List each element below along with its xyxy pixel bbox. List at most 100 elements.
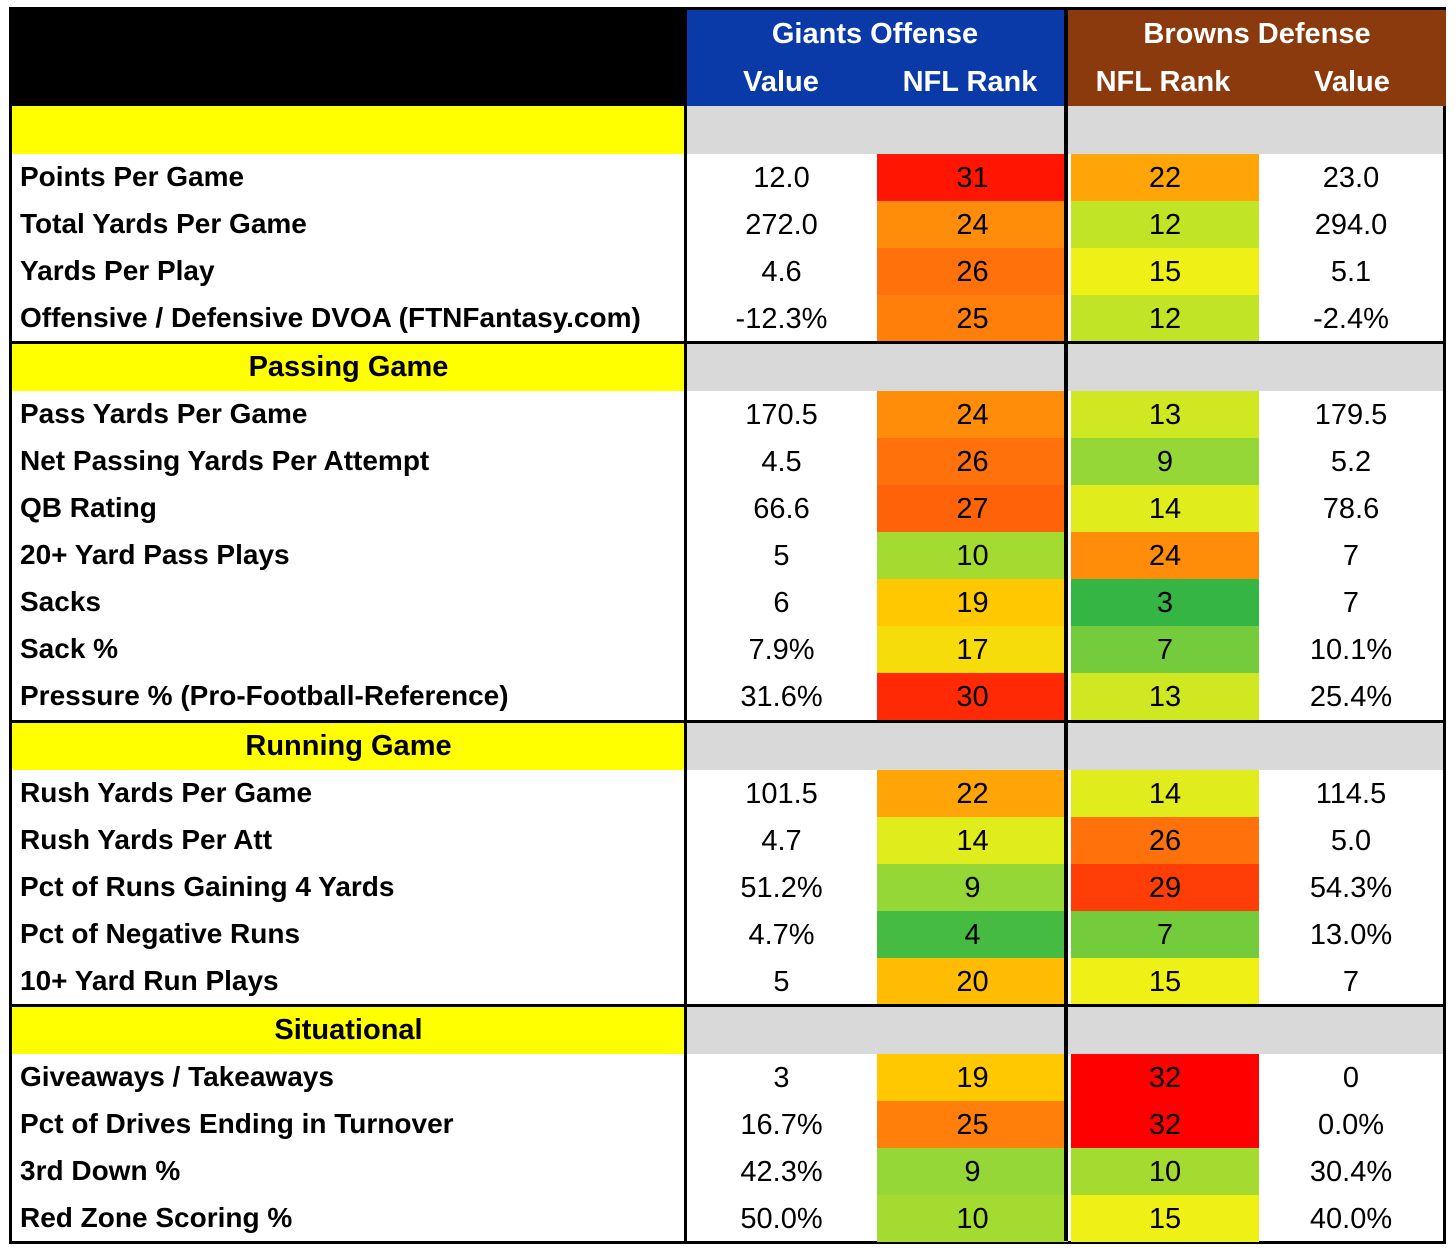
defense-rank: 7	[1071, 911, 1259, 958]
offense-value: 5	[773, 540, 790, 572]
defense-rank: 22	[1071, 154, 1259, 201]
defense-rank: 32	[1071, 1054, 1259, 1101]
offense-rank: 31	[877, 154, 1068, 201]
row-label: Offensive / Defensive DVOA (FTNFantasy.c…	[20, 302, 641, 333]
defense-rank: 29	[1071, 864, 1259, 911]
row-label: Net Passing Yards Per Attempt	[20, 445, 430, 476]
offense-header: Giants Offense Value NFL Rank	[686, 10, 1064, 106]
offense-value: 272.0	[745, 209, 818, 241]
defense-rank: 13	[1071, 391, 1259, 438]
defense-value: 13.0%	[1309, 919, 1393, 951]
defense-value: 54.3%	[1309, 872, 1393, 904]
offense-rank: 27	[877, 485, 1068, 532]
defense-value: 0.0%	[1317, 1109, 1385, 1141]
section-divider	[12, 341, 1443, 344]
defense-rank: 3	[1071, 579, 1259, 626]
offense-value: 51.2%	[740, 872, 823, 904]
defense-rank: 24	[1071, 532, 1259, 579]
section-divider	[12, 720, 1443, 723]
defense-rank: 12	[1071, 295, 1259, 342]
row-label: Sack %	[20, 633, 119, 664]
offense-value: 101.5	[745, 778, 818, 810]
defense-value: 10.1%	[1309, 634, 1393, 666]
offense-rank: 19	[877, 579, 1068, 626]
section-divider	[12, 1004, 1443, 1007]
defense-value: 114.5	[1315, 778, 1387, 810]
section-title	[12, 106, 685, 154]
row-label: Rush Yards Per Game	[20, 777, 313, 808]
offense-rank: 10	[877, 1195, 1068, 1242]
defense-value: 78.6	[1322, 493, 1380, 525]
offense-rank: 24	[877, 391, 1068, 438]
offense-value: 5	[773, 966, 790, 998]
offense-value: 4.7%	[748, 919, 815, 951]
defense-value: 25.4%	[1309, 681, 1393, 713]
header-blank	[12, 10, 685, 106]
row-label: Giveaways / Takeaways	[20, 1061, 334, 1092]
offense-value: -12.3%	[735, 303, 828, 335]
offense-rank: 20	[877, 958, 1068, 1005]
defense-rank: 9	[1071, 438, 1259, 485]
offense-value: 42.3%	[740, 1156, 823, 1188]
row-label: Total Yards Per Game	[20, 208, 307, 239]
defense-value: 7	[1342, 587, 1360, 619]
row-label: Sacks	[20, 586, 101, 617]
divider-label	[684, 10, 687, 1241]
offense-value: 16.7%	[740, 1109, 823, 1141]
defense-rank: 12	[1071, 201, 1259, 248]
defense-rank: 13	[1071, 673, 1259, 720]
row-label: Pct of Runs Gaining 4 Yards	[20, 871, 395, 902]
offense-rank: 24	[877, 201, 1068, 248]
row-label: Red Zone Scoring %	[20, 1202, 293, 1233]
offense-rank: 30	[877, 673, 1068, 720]
row-label: Pass Yards Per Game	[20, 398, 308, 429]
defense-value: 5.2	[1330, 446, 1372, 478]
defense-rank: 15	[1071, 1195, 1259, 1242]
offense-value: 4.7	[761, 825, 802, 857]
defense-value: 7	[1342, 540, 1360, 572]
offense-rank: 26	[877, 438, 1068, 485]
row-label: Yards Per Play	[20, 255, 215, 286]
stats-table: Giants Offense Value NFL Rank Browns Def…	[9, 7, 1446, 1244]
section-title: Running Game	[12, 722, 685, 770]
defense-value-col: Value	[1314, 66, 1390, 98]
row-label: 10+ Yard Run Plays	[20, 965, 279, 996]
row-label: Rush Yards Per Att	[20, 824, 273, 855]
offense-rank: 22	[877, 770, 1068, 817]
offense-rank: 14	[877, 817, 1068, 864]
offense-value: 66.6	[753, 493, 810, 525]
row-label: Pct of Negative Runs	[20, 918, 301, 949]
offense-value: 12.0	[753, 162, 810, 194]
offense-value: 31.6%	[740, 681, 823, 713]
offense-value: 7.9%	[748, 634, 815, 666]
defense-value: 7	[1342, 966, 1360, 998]
offense-value: 4.5	[761, 446, 802, 478]
offense-rank: 17	[877, 626, 1068, 673]
offense-rank: 19	[877, 1054, 1068, 1101]
defense-title: Browns Defense	[1143, 18, 1371, 50]
defense-value: 5.1	[1330, 256, 1372, 288]
defense-rank: 10	[1071, 1148, 1259, 1195]
row-label: 20+ Yard Pass Plays	[20, 539, 290, 570]
defense-rank: 32	[1071, 1101, 1259, 1148]
defense-value: -2.4%	[1313, 303, 1389, 335]
defense-rank: 26	[1071, 817, 1259, 864]
defense-value: 40.0%	[1309, 1203, 1393, 1235]
offense-rank: 4	[877, 911, 1068, 958]
offense-rank: 9	[877, 1148, 1068, 1195]
offense-value-col: Value	[743, 66, 819, 98]
offense-rank: 25	[877, 1101, 1068, 1148]
row-label: 3rd Down %	[20, 1155, 181, 1186]
defense-rank-col: NFL Rank	[1095, 66, 1231, 98]
section-title: Situational	[12, 1006, 685, 1054]
row-label: QB Rating	[20, 492, 157, 523]
defense-rank: 15	[1071, 958, 1259, 1005]
defense-rank: 15	[1071, 248, 1259, 295]
row-label: Pct of Drives Ending in Turnover	[20, 1108, 454, 1139]
offense-rank: 25	[877, 295, 1068, 342]
defense-value: 294.0	[1314, 209, 1388, 241]
offense-value: 4.6	[761, 256, 802, 288]
section-title: Passing Game	[12, 343, 685, 391]
offense-value: 170.5	[745, 399, 818, 431]
offense-value: 3	[773, 1062, 790, 1094]
